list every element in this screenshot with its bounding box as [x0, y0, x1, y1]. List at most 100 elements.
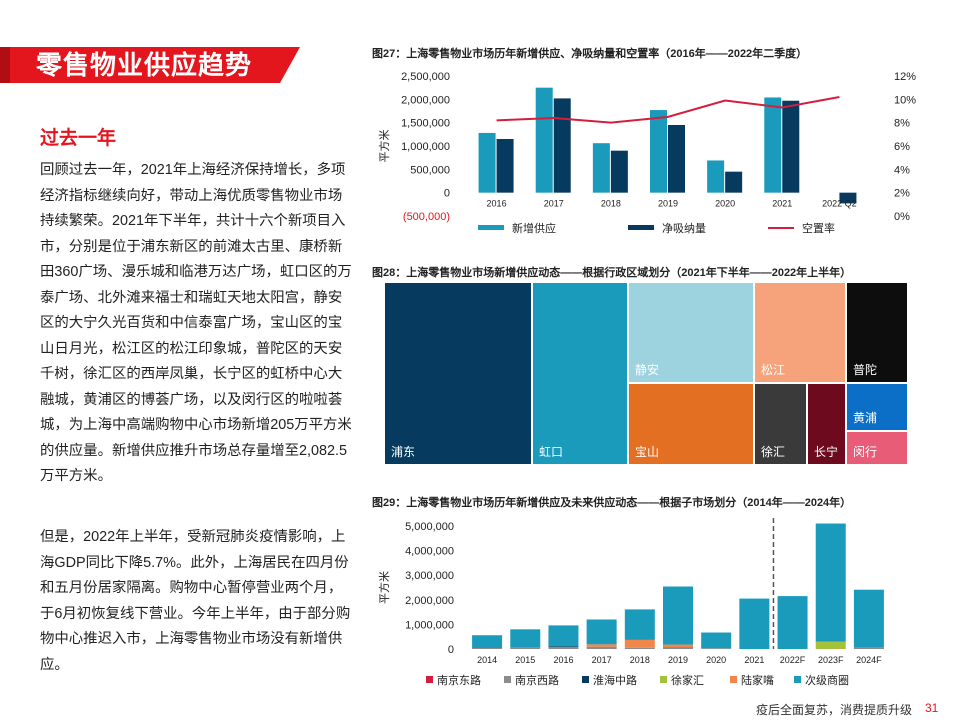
- fig29-xtick-label: 2020: [706, 655, 726, 665]
- fig29-bar-segment: [663, 644, 693, 648]
- fig27-bar: [553, 98, 571, 193]
- fig29-title: 图29：上海零售物业市场历年新增供应及未来供应动态——根据子市场划分（2014年…: [372, 497, 852, 509]
- section-banner: 零售物业供应趋势: [0, 47, 300, 83]
- treemap-cell-6: 普陀: [846, 282, 908, 383]
- fig29-bar-segment: [472, 635, 503, 649]
- page-number: 31: [925, 701, 939, 715]
- fig27-xtick-label: 2016: [487, 199, 507, 209]
- fig29-xtick-label: 2024F: [856, 655, 882, 665]
- body-paragraph-1: 回顾过去一年，2021年上海经济保持增长，多项经济指标继续向好，带动上海优质零售…: [40, 162, 352, 484]
- fig29-xtick-label: 2015: [515, 655, 535, 665]
- fig27-bar: [592, 143, 610, 193]
- treemap-cell-label: 浦东: [391, 445, 416, 459]
- fig28-title: 图28：上海零售物业市场新增供应动态——根据行政区域划分（2021年下半年——2…: [372, 267, 852, 279]
- treemap-cell-label: 徐汇: [761, 445, 786, 459]
- fig27-bar: [535, 87, 553, 193]
- fig27-y2tick-label: 6%: [894, 141, 910, 153]
- fig27-ylabel: 平方米: [377, 130, 391, 163]
- fig29-bar-segment: [663, 647, 693, 649]
- treemap-cell-3: 静安: [628, 282, 754, 383]
- fig29-ytick-label: 2,000,000: [405, 595, 454, 607]
- fig29-bar-segment: [586, 646, 617, 649]
- fig29-xtick-label: 2023F: [818, 655, 844, 665]
- treemap-cell-label: 宝山: [635, 445, 660, 459]
- fig29-bar-segment: [815, 641, 846, 649]
- fig27-bar: [610, 150, 628, 193]
- fig29-bar-segment: [624, 647, 655, 649]
- fig27-y2tick-label: 0%: [894, 211, 910, 223]
- treemap-cell-8: 长宁: [807, 383, 846, 465]
- fig29-bar-segment: [586, 619, 617, 645]
- fig29-bar-segment: [472, 648, 503, 649]
- fig29-legend-swatch: [426, 676, 433, 683]
- fig29-bar-segment: [853, 589, 884, 648]
- treemap-cell-label: 普陀: [853, 363, 878, 377]
- fig27-bar: [650, 110, 667, 193]
- fig29-bar-segment: [815, 523, 846, 642]
- fig27-bar: [725, 171, 743, 193]
- fig29-xtick-label: 2022F: [780, 655, 806, 665]
- fig27-legend-label: 净吸纳量: [662, 221, 706, 235]
- treemap-cell-9: 黄浦: [846, 383, 908, 431]
- fig29-legend-label: 南京西路: [515, 673, 559, 687]
- section-heading: 过去一年: [40, 128, 117, 149]
- fig27-xtick-label: 2018: [601, 199, 621, 209]
- fig29-legend-label: 陆家嘴: [741, 673, 774, 687]
- fig29-bar-segment: [510, 629, 541, 648]
- treemap-cell-label: 松江: [761, 363, 786, 377]
- fig29-bar-segment: [548, 625, 579, 647]
- treemap-cell-5: 松江: [754, 282, 846, 383]
- treemap-cell-1: 浦东: [384, 282, 532, 465]
- fig29-legend-swatch: [730, 676, 737, 683]
- body-paragraph-2: 但是，2022年上半年，受新冠肺炎疫情影响，上海GDP同比下降5.7%。此外，上…: [40, 529, 351, 673]
- banner-title: 零售物业供应趋势: [36, 50, 253, 80]
- fig27-bar: [496, 139, 514, 193]
- fig29-xtick-label: 2016: [553, 655, 573, 665]
- treemap-cell-7: 徐汇: [754, 383, 807, 465]
- fig29-bar-segment: [853, 647, 884, 649]
- fig29-ytick-label: 0: [448, 644, 454, 656]
- fig27-bar: [764, 97, 782, 193]
- treemap-cell-10: 闵行: [846, 431, 908, 465]
- fig27-xtick-label: 2021: [772, 199, 792, 209]
- fig27-y2tick-label: 4%: [894, 164, 910, 176]
- fig29-xtick-label: 2014: [477, 655, 497, 665]
- fig27-bar: [478, 132, 496, 193]
- fig27-ytick-label: (500,000): [403, 211, 450, 223]
- fig27-legend-swatch: [628, 225, 654, 230]
- footer-text: 疫后全面复苏，消费提质升级: [755, 703, 912, 717]
- treemap-cell-label: 黄浦: [853, 411, 878, 425]
- fig29-ytick-label: 3,000,000: [405, 570, 454, 582]
- fig27-ytick-label: 2,500,000: [401, 71, 450, 83]
- fig27-ytick-label: 1,000,000: [401, 141, 450, 153]
- treemap-cell-label: 长宁: [814, 445, 839, 459]
- fig27-title: 图27：上海零售物业市场历年新增供应、净吸纳量和空置率（2016年——2022年…: [372, 48, 808, 60]
- fig27-y2tick-label: 2%: [894, 188, 910, 200]
- fig29-legend-swatch: [504, 676, 511, 683]
- fig29-legend-label: 徐家汇: [671, 673, 704, 687]
- fig29-xtick-label: 2021: [744, 655, 764, 665]
- fig27-xtick-label: 2020: [715, 199, 735, 209]
- fig29-bar-segment: [701, 632, 732, 649]
- fig29-bar-segment: [777, 596, 808, 649]
- fig29-bar-segment: [701, 648, 732, 649]
- fig27-bar: [839, 192, 857, 204]
- fig29-bar-segment: [510, 647, 541, 649]
- fig27-bar: [782, 100, 800, 193]
- treemap-cell-label: 静安: [635, 363, 660, 377]
- treemap-cell-4: 宝山: [628, 383, 754, 465]
- fig27-chart: (500,000) 0 500,000 1,000,000 1,500,000 2,000…: [377, 71, 916, 235]
- fig27-xtick-label: 2017: [544, 199, 564, 209]
- fig29-legend-label: 淮海中路: [593, 673, 637, 687]
- fig29-bar-segment: [624, 609, 655, 640]
- banner-shape: [0, 47, 300, 83]
- fig27-xtick-label: 2019: [658, 199, 678, 209]
- fig27-xtick-label: 2022 Q2: [822, 199, 857, 209]
- fig29-ylabel: 平方米: [377, 571, 391, 604]
- fig27-bar: [707, 160, 725, 193]
- fig27-vacancy-line: [496, 96, 840, 124]
- fig29-bar-segment: [548, 647, 579, 649]
- fig27-ytick-label: 500,000: [410, 164, 450, 176]
- fig29-ytick-label: 4,000,000: [405, 546, 454, 558]
- fig29-legend-swatch: [660, 676, 667, 683]
